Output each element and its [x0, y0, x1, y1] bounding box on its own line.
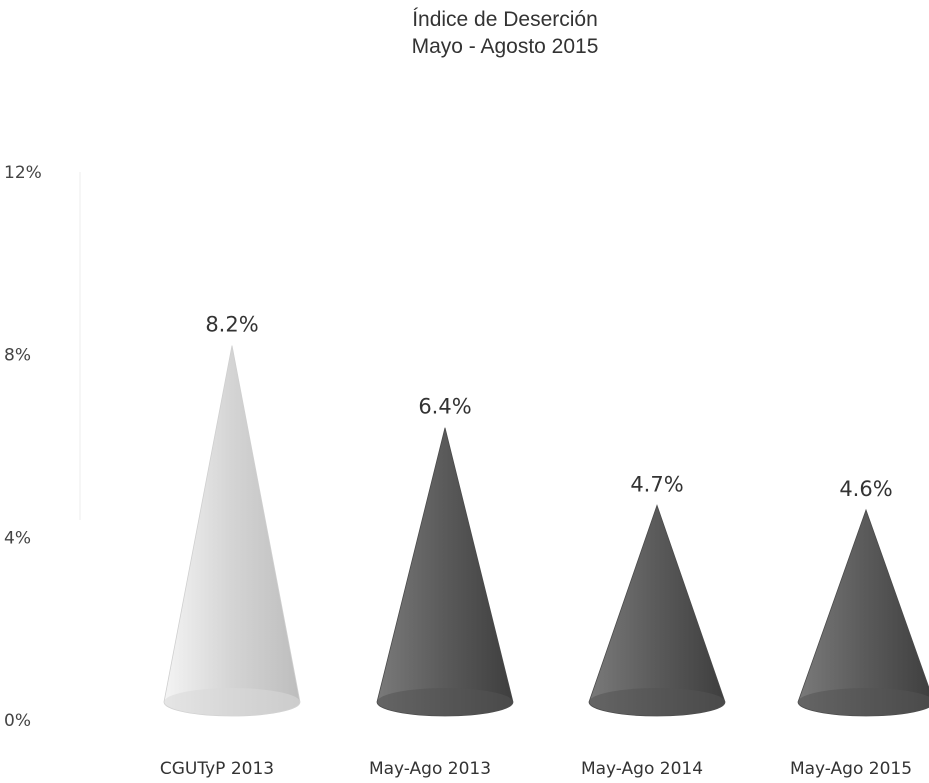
x-tick-label: CGUTyP 2013 [160, 759, 274, 779]
x-tick-label: May-Ago 2014 [581, 759, 703, 779]
cone-bar [163, 345, 301, 717]
x-tick-label: May-Ago 2015 [790, 759, 912, 779]
cone-bar [376, 427, 514, 717]
y-tick-label: 4% [4, 528, 31, 548]
data-label: 8.2% [205, 313, 258, 337]
data-label: 6.4% [418, 395, 471, 419]
chart-title: Índice de Deserción [412, 8, 598, 31]
data-label: 4.6% [839, 477, 892, 501]
y-tick-label: 8% [4, 346, 31, 366]
cone-base [798, 688, 929, 716]
cone-base [164, 688, 300, 716]
chart-subtitle: Mayo - Agosto 2015 [411, 35, 599, 58]
chart-title-block: Índice de Deserción Mayo - Agosto 2015 [0, 6, 929, 60]
x-tick-label: May-Ago 2013 [369, 759, 491, 779]
cone-bar [588, 504, 726, 717]
cone-base [589, 688, 725, 716]
y-tick-label: 0% [4, 711, 31, 731]
cone-base [377, 688, 513, 716]
y-tick-label: 12% [4, 163, 42, 183]
cone-bar [797, 508, 929, 717]
data-label: 4.7% [630, 472, 683, 496]
